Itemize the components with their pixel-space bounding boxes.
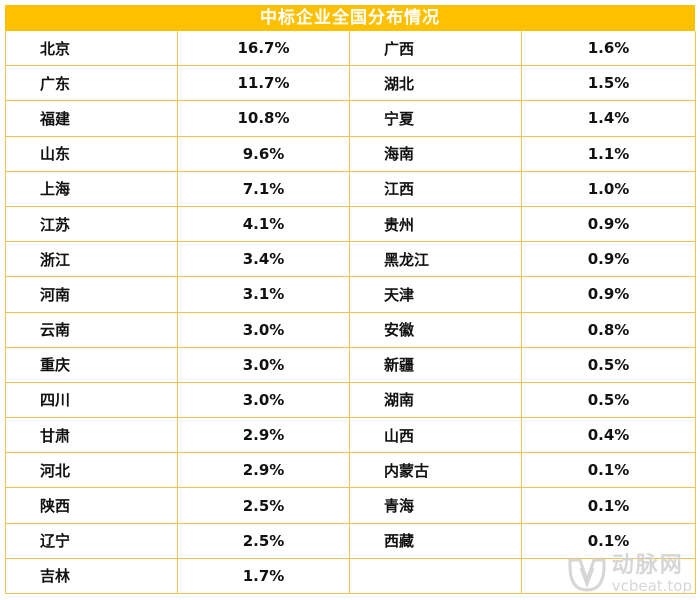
percent-cell: 3.0% [177, 381, 350, 419]
table-title: 中标企业全国分布情况 [5, 5, 695, 31]
percent-cell: 0.8% [521, 311, 696, 348]
table-row: 辽宁 2.5% 西藏 0.1% [5, 522, 696, 559]
percent-cell: 0.5% [521, 381, 696, 419]
province-cell: 吉林 [5, 557, 178, 595]
table-row: 重庆 3.0% 新疆 0.5% [5, 346, 696, 383]
table-row: 江苏 4.1% 贵州 0.9% [5, 205, 696, 243]
province-cell: 江苏 [5, 205, 178, 243]
province-cell: 青海 [349, 487, 522, 524]
percent-cell [521, 557, 696, 595]
table-row: 四川 3.0% 湖南 0.5% [5, 381, 696, 419]
province-cell: 广西 [349, 31, 522, 67]
province-cell: 陕西 [5, 487, 178, 524]
percent-cell: 0.1% [521, 452, 696, 489]
province-cell: 山东 [5, 135, 178, 172]
percent-cell: 0.5% [521, 346, 696, 383]
province-cell: 河北 [5, 452, 178, 489]
province-cell: 云南 [5, 311, 178, 348]
province-cell: 福建 [5, 100, 178, 137]
percent-cell: 1.6% [521, 31, 696, 67]
percent-cell: 2.9% [177, 452, 350, 489]
province-cell: 上海 [5, 170, 178, 207]
percent-cell: 3.0% [177, 311, 350, 348]
table-row: 云南 3.0% 安徽 0.8% [5, 311, 696, 348]
province-cell: 黑龙江 [349, 241, 522, 278]
percent-cell: 1.1% [521, 135, 696, 172]
percent-cell: 2.5% [177, 487, 350, 524]
province-cell [349, 557, 522, 595]
distribution-table-container: 中标企业全国分布情况 北京 16.7% 广西 1.6% 广东 11.7% 湖北 1.5% 福建 1… [5, 5, 696, 595]
percent-cell: 0.9% [521, 205, 696, 243]
province-cell: 浙江 [5, 241, 178, 278]
percent-cell: 4.1% [177, 205, 350, 243]
percent-cell: 1.5% [521, 65, 696, 102]
province-cell: 宁夏 [349, 100, 522, 137]
table-row: 吉林 1.7% [5, 557, 696, 595]
province-cell: 湖南 [349, 381, 522, 419]
province-cell: 重庆 [5, 346, 178, 383]
percent-cell: 2.9% [177, 417, 350, 454]
percent-cell: 0.9% [521, 241, 696, 278]
province-cell: 新疆 [349, 346, 522, 383]
percent-cell: 0.9% [521, 276, 696, 313]
table-row: 上海 7.1% 江西 1.0% [5, 170, 696, 207]
province-cell: 湖北 [349, 65, 522, 102]
percent-cell: 11.7% [177, 65, 350, 102]
table-row: 河南 3.1% 天津 0.9% [5, 276, 696, 313]
table-row: 福建 10.8% 宁夏 1.4% [5, 100, 696, 137]
percent-cell: 1.4% [521, 100, 696, 137]
province-cell: 山西 [349, 417, 522, 454]
percent-cell: 2.5% [177, 522, 350, 559]
province-cell: 江西 [349, 170, 522, 207]
percent-cell: 0.1% [521, 522, 696, 559]
table-row: 河北 2.9% 内蒙古 0.1% [5, 452, 696, 489]
distribution-table: 北京 16.7% 广西 1.6% 广东 11.7% 湖北 1.5% 福建 10.8% 宁夏 1.4% 山… [5, 31, 696, 595]
percent-cell: 3.0% [177, 346, 350, 383]
percent-cell: 0.1% [521, 487, 696, 524]
percent-cell: 16.7% [177, 31, 350, 67]
table-row: 广东 11.7% 湖北 1.5% [5, 65, 696, 102]
province-cell: 四川 [5, 381, 178, 419]
table-row: 北京 16.7% 广西 1.6% [5, 31, 696, 67]
percent-cell: 1.7% [177, 557, 350, 595]
table-row: 甘肃 2.9% 山西 0.4% [5, 417, 696, 454]
province-cell: 内蒙古 [349, 452, 522, 489]
percent-cell: 9.6% [177, 135, 350, 172]
province-cell: 贵州 [349, 205, 522, 243]
percent-cell: 10.8% [177, 100, 350, 137]
province-cell: 北京 [5, 31, 178, 67]
province-cell: 辽宁 [5, 522, 178, 559]
table-row: 山东 9.6% 海南 1.1% [5, 135, 696, 172]
province-cell: 河南 [5, 276, 178, 313]
percent-cell: 7.1% [177, 170, 350, 207]
province-cell: 安徽 [349, 311, 522, 348]
table-row: 浙江 3.4% 黑龙江 0.9% [5, 241, 696, 278]
province-cell: 天津 [349, 276, 522, 313]
percent-cell: 1.0% [521, 170, 696, 207]
table-row: 陕西 2.5% 青海 0.1% [5, 487, 696, 524]
percent-cell: 3.4% [177, 241, 350, 278]
percent-cell: 3.1% [177, 276, 350, 313]
province-cell: 海南 [349, 135, 522, 172]
province-cell: 广东 [5, 65, 178, 102]
province-cell: 西藏 [349, 522, 522, 559]
province-cell: 甘肃 [5, 417, 178, 454]
percent-cell: 0.4% [521, 417, 696, 454]
